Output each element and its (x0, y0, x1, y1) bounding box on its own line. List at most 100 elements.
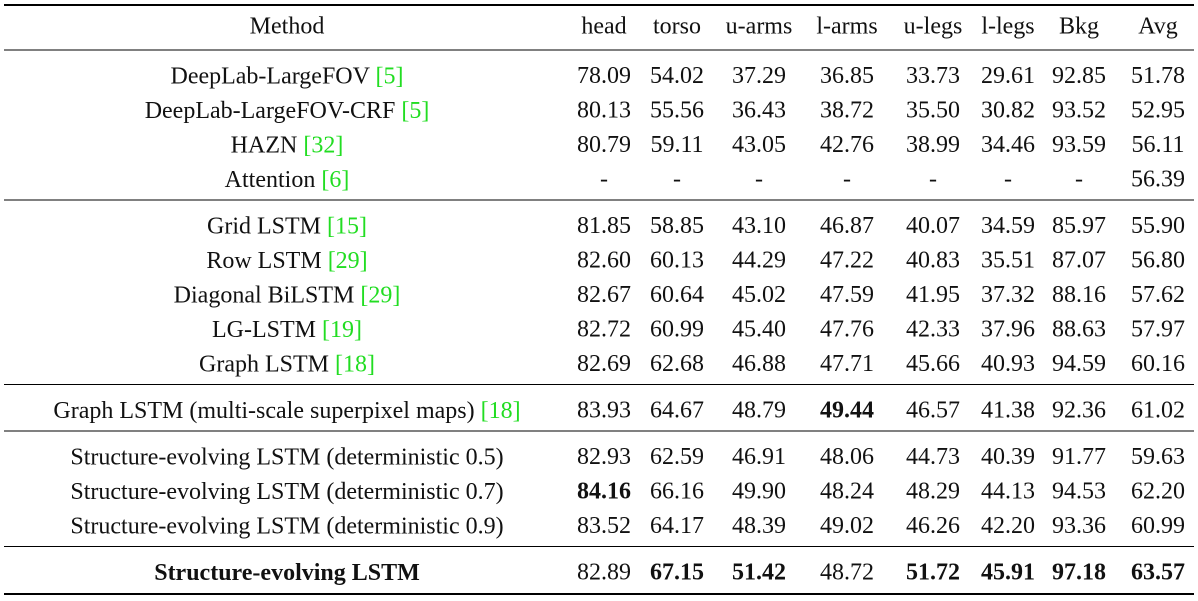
cell-value: 47.22 (820, 247, 874, 273)
cell-value: 82.60 (577, 247, 631, 273)
method-name: Diagonal BiLSTM [29] (174, 282, 401, 308)
cell-value: 82.93 (577, 444, 631, 470)
cell-value: 29.61 (981, 63, 1035, 89)
method-name: Attention [6] (225, 166, 350, 192)
citation: [18] (481, 397, 521, 423)
method-label: Row LSTM (206, 247, 321, 273)
cell-value: 93.59 (1052, 132, 1106, 158)
method-label: DeepLab-LargeFOV (170, 63, 370, 89)
cell-value: 62.68 (650, 351, 704, 377)
cell-value: 40.83 (906, 247, 960, 273)
cell-value: 33.73 (906, 63, 960, 89)
cell-value: 60.64 (650, 282, 704, 308)
column-header: head (581, 14, 626, 40)
method-name: Structure-evolving LSTM (154, 559, 420, 585)
cell-value: 82.89 (577, 559, 631, 585)
method-name: DeepLab-LargeFOV [5] (170, 63, 403, 89)
column-header: l-legs (981, 14, 1034, 40)
method-name: Grid LSTM [15] (207, 213, 367, 239)
cell-value: 91.77 (1052, 444, 1106, 470)
cell-value: 49.90 (732, 478, 786, 504)
method-label: LG-LSTM (212, 316, 316, 342)
cell-value: 38.99 (906, 132, 960, 158)
cell-value: 80.79 (577, 132, 631, 158)
cell-value: 92.85 (1052, 63, 1106, 89)
cell-value: 37.29 (732, 63, 786, 89)
cell-value: 46.26 (906, 513, 960, 539)
citation: [29] (360, 282, 400, 308)
citation: [15] (327, 213, 367, 239)
column-header: torso (653, 14, 701, 40)
cell-value: 51.42 (732, 559, 786, 585)
citation: [6] (321, 166, 349, 192)
method-label: Structure-evolving LSTM (deterministic 0… (70, 513, 503, 539)
cell-value: 85.97 (1052, 213, 1106, 239)
cell-value: - (929, 166, 937, 192)
cell-value: 82.72 (577, 316, 631, 342)
cell-value: 52.95 (1131, 97, 1185, 123)
cell-value: 58.85 (650, 213, 704, 239)
cell-value: 81.85 (577, 213, 631, 239)
method-label: Grid LSTM (207, 213, 321, 239)
cell-value: 59.11 (650, 132, 703, 158)
cell-value: 62.20 (1131, 478, 1185, 504)
cell-value: - (600, 166, 608, 192)
cell-value: 64.67 (650, 397, 704, 423)
cell-value: 48.72 (820, 559, 874, 585)
cell-value: 56.39 (1131, 166, 1185, 192)
cell-value: 78.09 (577, 63, 631, 89)
cell-value: 61.02 (1131, 397, 1185, 423)
cell-value: 67.15 (650, 559, 704, 585)
cell-value: 45.91 (981, 559, 1035, 585)
cell-value: 51.72 (906, 559, 960, 585)
cell-value: 88.63 (1052, 316, 1106, 342)
cell-value: - (1075, 166, 1083, 192)
cell-value: 45.66 (906, 351, 960, 377)
cell-value: 36.85 (820, 63, 874, 89)
cell-value: 82.67 (577, 282, 631, 308)
cell-value: 83.93 (577, 397, 631, 423)
cell-value: 88.16 (1052, 282, 1106, 308)
cell-value: 44.29 (732, 247, 786, 273)
method-label: Structure-evolving LSTM (154, 559, 420, 585)
cell-value: 48.39 (732, 513, 786, 539)
citation: [19] (322, 316, 362, 342)
cell-value: 54.02 (650, 63, 704, 89)
method-label: DeepLab-LargeFOV-CRF (145, 97, 396, 123)
column-header: u-legs (904, 14, 963, 40)
cell-value: 63.57 (1131, 559, 1185, 585)
method-name: Graph LSTM (multi-scale superpixel maps)… (53, 397, 520, 423)
method-name: LG-LSTM [19] (212, 316, 362, 342)
cell-value: 44.13 (981, 478, 1035, 504)
cell-value: 37.96 (981, 316, 1035, 342)
cell-value: 30.82 (981, 97, 1035, 123)
cell-value: 41.38 (981, 397, 1035, 423)
cell-value: 35.51 (981, 247, 1035, 273)
cell-value: 80.13 (577, 97, 631, 123)
column-header: Method (250, 14, 325, 40)
column-header: Avg (1138, 14, 1178, 40)
cell-value: 46.88 (732, 351, 786, 377)
method-label: Graph LSTM (multi-scale superpixel maps) (53, 397, 474, 423)
method-label: Diagonal BiLSTM (174, 282, 355, 308)
cell-value: 42.76 (820, 132, 874, 158)
column-header: u-arms (726, 14, 793, 40)
cell-value: 84.16 (577, 478, 631, 504)
cell-value: 60.99 (650, 316, 704, 342)
cell-value: - (1004, 166, 1012, 192)
cell-value: 46.57 (906, 397, 960, 423)
cell-value: 62.59 (650, 444, 704, 470)
cell-value: 49.02 (820, 513, 874, 539)
column-header: l-arms (816, 14, 877, 40)
cell-value: 51.78 (1131, 63, 1185, 89)
citation: [18] (335, 351, 375, 377)
cell-value: 35.50 (906, 97, 960, 123)
citation: [29] (328, 247, 368, 273)
cell-value: 48.06 (820, 444, 874, 470)
method-label: Structure-evolving LSTM (deterministic 0… (70, 444, 503, 470)
cell-value: 55.56 (650, 97, 704, 123)
cell-value: 40.07 (906, 213, 960, 239)
cell-value: - (843, 166, 851, 192)
cell-value: 87.07 (1052, 247, 1106, 273)
